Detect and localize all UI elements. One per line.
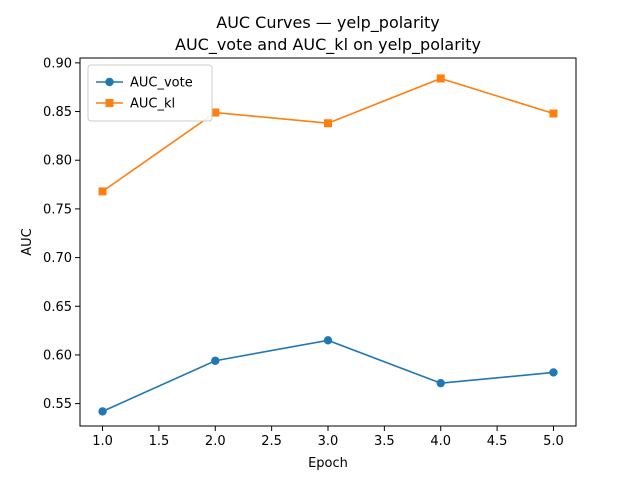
y-tick-label: 0.80 bbox=[43, 154, 72, 169]
data-point-auc-vote bbox=[323, 336, 333, 345]
chart-subtitle: AUC_vote and AUC_kl on yelp_polarity bbox=[175, 35, 481, 55]
y-tick-label: 0.75 bbox=[43, 202, 72, 217]
x-tick-label: 3.5 bbox=[374, 434, 395, 449]
data-point-auc-kl bbox=[436, 74, 445, 83]
data-point-auc-vote bbox=[98, 407, 107, 416]
x-tick-label: 4.0 bbox=[430, 434, 451, 449]
x-tick-label: 3.0 bbox=[318, 434, 339, 449]
legend-marker-auc-vote bbox=[105, 77, 114, 87]
legend-box bbox=[87, 64, 213, 122]
y-tick-label: 0.90 bbox=[43, 56, 72, 71]
y-tick-label: 0.70 bbox=[43, 251, 72, 266]
x-tick-label: 4.5 bbox=[487, 434, 508, 449]
chart-title: AUC Curves — yelp_polarity bbox=[216, 13, 440, 33]
x-tick-label: 1.0 bbox=[92, 434, 113, 449]
series-line-auc-vote bbox=[102, 339, 554, 413]
y-tick-label: 0.55 bbox=[43, 397, 72, 412]
data-point-auc-kl bbox=[324, 119, 332, 128]
data-point-auc-kl bbox=[98, 187, 107, 196]
data-point-auc-vote bbox=[549, 368, 558, 377]
y-tick-label: 0.65 bbox=[43, 300, 72, 315]
x-tick-label: 2.0 bbox=[205, 434, 226, 449]
legend-label-auc-kl: AUC_kl bbox=[130, 97, 175, 112]
y-tick-label: 0.60 bbox=[43, 348, 72, 363]
x-axis-label: Epoch bbox=[308, 456, 348, 471]
x-tick-label: 5.0 bbox=[543, 434, 564, 449]
data-point-auc-kl bbox=[211, 108, 220, 117]
y-axis-label: AUC bbox=[20, 228, 35, 256]
data-point-auc-vote bbox=[436, 378, 445, 388]
data-point-auc-kl bbox=[549, 109, 558, 118]
legend-label-auc-vote: AUC_vote bbox=[130, 76, 193, 91]
x-tick-label: 2.5 bbox=[261, 434, 282, 449]
data-point-auc-vote bbox=[211, 356, 220, 365]
legend-marker-auc-kl bbox=[105, 99, 114, 107]
y-tick-label: 0.85 bbox=[43, 105, 72, 120]
x-tick-label: 1.5 bbox=[149, 434, 170, 449]
plot-area: 1.0 1.5 2.0 2.5 3.0 3.5 4.0 4.5 5.0 0.55 0.60 0.65 0… bbox=[43, 56, 577, 449]
